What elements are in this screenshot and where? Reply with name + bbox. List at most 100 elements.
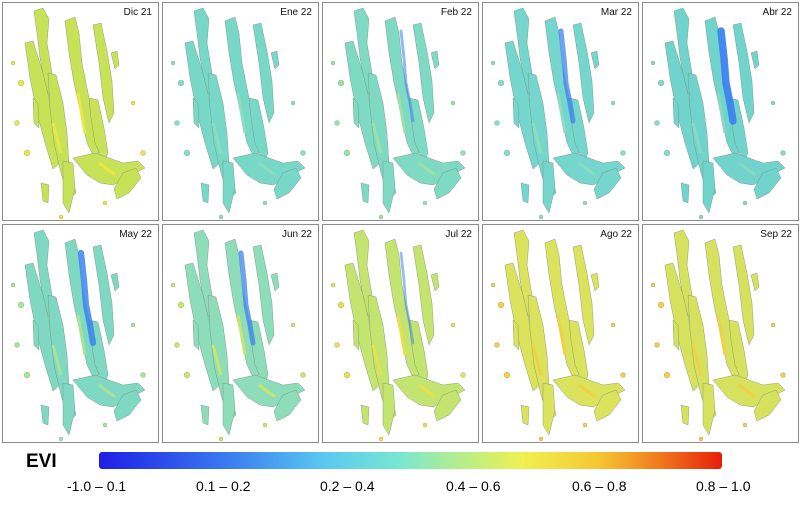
map-panel: Jul 22 <box>322 224 479 443</box>
panel-label: Ago 22 <box>600 229 632 240</box>
vegetation-patch <box>290 100 296 106</box>
vegetation-patch <box>732 22 755 124</box>
vegetation-patch <box>657 301 665 309</box>
vegetation-patch <box>32 97 40 129</box>
vegetation-patch <box>330 60 336 66</box>
evi-accent-strip <box>51 344 63 376</box>
vegetation-patch <box>62 160 76 214</box>
vegetation-patch <box>412 244 435 346</box>
vegetation-patch <box>300 150 306 156</box>
vegetation-patch <box>732 244 755 346</box>
evi-accent-strip <box>418 161 436 177</box>
legend-class-label: 0.1 – 0.2 <box>196 478 251 494</box>
evi-map <box>650 7 786 220</box>
vegetation-patch <box>512 319 520 351</box>
vegetation-patch <box>503 371 511 379</box>
vegetation-patch <box>130 100 136 106</box>
vegetation-patch <box>542 382 556 436</box>
vegetation-patch <box>378 436 384 442</box>
vegetation-patch <box>92 22 115 124</box>
vegetation-patch <box>334 120 340 126</box>
evi-accent-strip <box>531 122 543 154</box>
vegetation-patch <box>352 319 360 351</box>
vegetation-patch <box>590 50 600 70</box>
vegetation-patch <box>110 50 120 70</box>
vegetation-patch <box>102 422 108 428</box>
vegetation-patch <box>753 167 782 200</box>
vegetation-patch <box>610 100 616 106</box>
evi-accent-strip <box>691 122 703 154</box>
vegetation-patch <box>17 79 25 87</box>
vegetation-patch <box>582 200 588 206</box>
evi-map <box>330 7 466 220</box>
vegetation-patch <box>460 150 466 156</box>
vegetation-patch <box>270 272 280 292</box>
vegetation-patch <box>520 182 530 204</box>
vegetation-patch <box>702 160 716 214</box>
vegetation-patch <box>672 97 680 129</box>
vegetation-patch <box>273 389 302 422</box>
evi-accent-strip <box>578 383 596 399</box>
vegetation-patch <box>503 149 511 157</box>
vegetation-patch <box>680 182 690 204</box>
evi-accent-strip <box>418 383 436 399</box>
vegetation-patch <box>780 150 786 156</box>
evi-accent-strip <box>258 383 276 399</box>
vegetation-patch <box>337 79 345 87</box>
vegetation-patch <box>497 79 505 87</box>
vegetation-patch <box>222 160 236 214</box>
vegetation-patch <box>450 322 456 328</box>
map-panel: May 22 <box>2 224 159 443</box>
vegetation-patch <box>593 167 622 200</box>
color-ramp <box>99 452 722 469</box>
vegetation-patch <box>177 301 185 309</box>
vegetation-patch <box>130 322 136 328</box>
panel-label: Dic 21 <box>123 7 152 18</box>
evi-accent-strip <box>98 161 116 177</box>
vegetation-patch <box>10 282 16 288</box>
vegetation-patch <box>32 319 40 351</box>
vegetation-patch <box>62 382 76 436</box>
vegetation-patch <box>200 404 210 426</box>
legend-class-label: -1.0 – 0.1 <box>67 478 127 494</box>
vegetation-patch <box>343 371 351 379</box>
vegetation-patch <box>430 50 440 70</box>
vegetation-patch <box>494 120 500 126</box>
vegetation-patch <box>273 167 302 200</box>
evi-accent-strip <box>691 344 703 376</box>
vegetation-patch <box>650 60 656 66</box>
vegetation-patch <box>572 22 595 124</box>
evi-accent-strip <box>76 92 87 134</box>
vegetation-patch <box>40 182 50 204</box>
evi-accent-strip <box>371 122 383 154</box>
vegetation-patch <box>343 149 351 157</box>
vegetation-patch <box>58 214 64 220</box>
evi-accent-strip <box>51 122 63 154</box>
vegetation-patch <box>183 371 191 379</box>
vegetation-patch <box>520 404 530 426</box>
low-evi-zone <box>558 28 576 124</box>
vegetation-patch <box>174 342 180 348</box>
vegetation-patch <box>170 60 176 66</box>
map-panel: Abr 22 <box>642 2 799 221</box>
evi-accent-strip <box>211 122 223 154</box>
vegetation-patch <box>620 150 626 156</box>
vegetation-patch <box>494 342 500 348</box>
vegetation-patch <box>753 389 782 422</box>
vegetation-patch <box>140 372 146 378</box>
vegetation-patch <box>657 79 665 87</box>
vegetation-patch <box>113 389 142 422</box>
map-panel: Mar 22 <box>482 2 639 221</box>
map-panel: Ene 22 <box>162 2 319 221</box>
vegetation-patch <box>14 120 20 126</box>
vegetation-patch <box>192 97 200 129</box>
vegetation-patch <box>650 282 656 288</box>
panel-label: Mar 22 <box>600 7 632 18</box>
legend-class-label: 0.2 – 0.4 <box>320 478 375 494</box>
vegetation-patch <box>110 272 120 292</box>
vegetation-patch <box>460 372 466 378</box>
evi-accent-strip <box>98 383 116 399</box>
legend-class-label: 0.6 – 0.8 <box>572 478 627 494</box>
vegetation-patch <box>92 244 115 346</box>
vegetation-patch <box>490 60 496 66</box>
